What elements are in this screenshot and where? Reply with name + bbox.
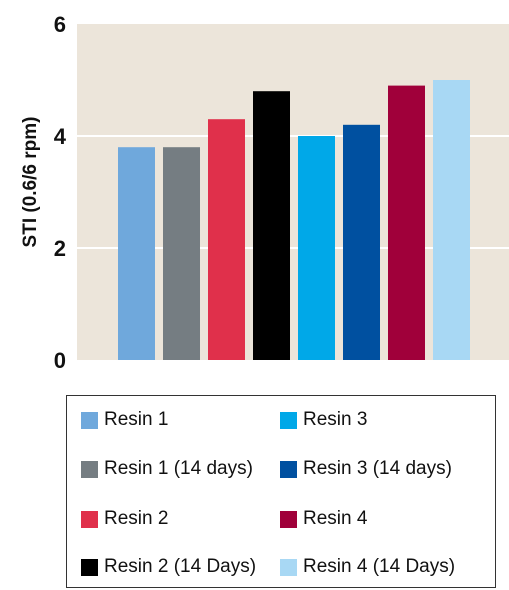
legend-swatch — [81, 460, 98, 478]
legend-item: Resin 2 — [81, 508, 168, 530]
legend-label: Resin 3 — [303, 409, 368, 430]
bar-resin-3 — [298, 136, 335, 360]
y-tick-label: 2 — [54, 236, 66, 261]
legend-label: Resin 4 (14 Days) — [303, 556, 456, 577]
legend: Resin 1 Resin 3 Resin 1 (14 days) Resin 3 (… — [66, 395, 496, 588]
legend-item: Resin 3 — [280, 409, 367, 431]
legend-swatch — [81, 510, 98, 528]
legend-label: Resin 1 — [104, 409, 169, 430]
y-axis-ticks: 0 2 4 6 — [54, 12, 67, 373]
bar-resin-1-14-days — [163, 147, 200, 360]
bar-resin-4 — [388, 85, 425, 360]
bars — [118, 80, 470, 360]
legend-item: Resin 4 — [280, 508, 367, 530]
bar-resin-2 — [208, 119, 245, 360]
legend-item: Resin 1 — [81, 409, 168, 431]
legend-item: Resin 1 (14 days) — [81, 458, 253, 480]
bar-resin-3-14-days — [343, 124, 380, 360]
legend-label: Resin 3 (14 days) — [303, 458, 452, 479]
legend-label: Resin 2 (14 Days) — [104, 556, 257, 577]
legend-swatch — [280, 510, 297, 528]
legend-swatch — [280, 460, 297, 478]
bar-resin-1 — [118, 147, 155, 360]
legend-swatch — [280, 411, 297, 429]
y-tick-label: 0 — [54, 348, 66, 373]
bar-resin-2-14-days — [253, 91, 290, 360]
bar-resin-4-14-days — [433, 80, 470, 360]
legend-swatch — [81, 558, 98, 576]
legend-item: Resin 3 (14 days) — [280, 458, 452, 480]
legend-label: Resin 4 — [303, 508, 368, 529]
chart: 0 2 4 6 STI (0.6/6 rpm) — [20, 12, 509, 373]
legend-item: Resin 4 (14 Days) — [280, 556, 455, 578]
legend-swatch — [81, 411, 98, 429]
y-tick-label: 6 — [54, 12, 66, 37]
y-tick-label: 4 — [54, 124, 67, 149]
legend-label: Resin 2 — [104, 508, 169, 529]
legend-label: Resin 1 (14 days) — [104, 458, 253, 479]
y-axis-title: STI (0.6/6 rpm) — [20, 117, 41, 248]
legend-item: Resin 2 (14 Days) — [81, 556, 256, 578]
legend-swatch — [280, 558, 297, 576]
